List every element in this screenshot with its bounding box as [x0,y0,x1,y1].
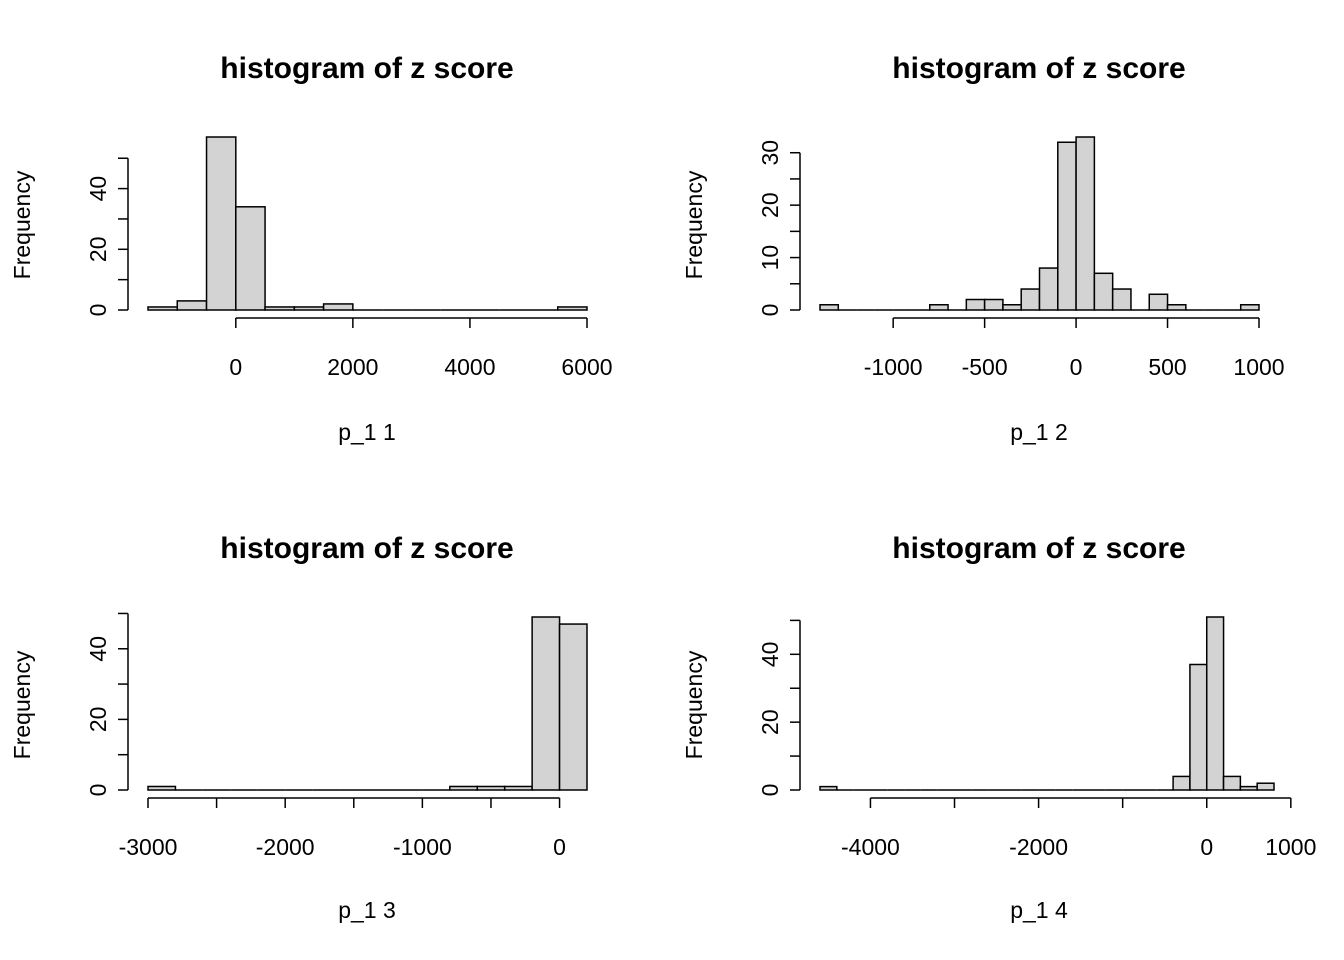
histogram-bar [1111,288,1132,311]
histogram-bar [1239,304,1260,311]
histogram-bar [1222,775,1242,791]
histogram-bar [503,785,533,791]
x-tick-label: -1000 [393,834,452,860]
histogram-bar [205,136,237,311]
y-tick-label: 40 [85,636,111,662]
x-tick-label: -2000 [1009,834,1068,860]
x-axis-label: p_1 2 [1010,419,1068,445]
x-tick-label: 500 [1148,354,1186,380]
x-tick-label: 0 [229,354,242,380]
x-axis-label: p_1 1 [338,419,396,445]
y-tick-label: 0 [85,784,111,797]
x-tick-label: 1000 [1233,354,1284,380]
histogram-bar [449,785,478,791]
histogram-bar [1256,782,1275,791]
histogram-bar [264,306,296,311]
histogram-bar [1189,663,1208,791]
x-tick-label: 0 [1200,834,1213,860]
histogram-bar [476,785,506,791]
chart-title: histogram of z score [892,532,1185,565]
y-tick-label: 40 [85,176,111,202]
histogram-bar [819,785,838,791]
x-tick-label: -4000 [841,834,900,860]
y-tick-label: 20 [85,237,111,263]
histogram-bar [558,623,588,791]
histogram-bar [983,298,1004,311]
histogram-bar [293,306,325,311]
histogram-bar [1057,141,1077,311]
x-axis-label: p_1 4 [1010,897,1068,923]
y-tick-label: 20 [757,709,783,735]
y-tick-label: 0 [757,304,783,317]
histogram-bar [1075,136,1096,311]
chart-title: histogram of z score [220,52,513,85]
y-axis-label: Frequency [9,170,35,279]
histogram-bar [1239,785,1258,791]
histogram-bar [147,306,179,311]
y-axis-label: Frequency [681,650,707,759]
chart-title: histogram of z score [892,52,1185,85]
histogram-bar [147,785,177,791]
histogram-panel-2: histogram of z score -1000 -500 0 500 1000 0 10… [681,52,1285,445]
histogram-bar [929,304,949,311]
histogram-bar [1093,272,1114,311]
chart-title: histogram of z score [220,532,513,565]
histogram-bar [819,304,840,311]
histogram-bar [965,298,986,311]
histogram-panel-3: histogram of z score -3000 -2000 -1000 0 0 20 4… [9,532,588,923]
histogram-bar [1038,267,1059,311]
histogram-panel-4: histogram of z score -4000 -2000 0 1000 0 20 40… [681,532,1316,923]
histogram-bar [1020,288,1041,311]
x-tick-label: -1000 [864,354,923,380]
x-tick-label: -3000 [119,834,178,860]
x-tick-label: 2000 [327,354,378,380]
x-tick-label: 0 [553,834,566,860]
histogram-bar [531,616,561,791]
y-tick-label: 0 [757,784,783,797]
x-tick-label: 1000 [1265,834,1316,860]
x-tick-label: 6000 [561,354,612,380]
histogram-bar [1148,293,1169,311]
histogram-bar [322,303,354,311]
histogram-bar [235,206,266,311]
y-tick-label: 10 [757,245,783,271]
y-tick-label: 40 [757,642,783,668]
histogram-bar [176,300,208,311]
histogram-bar [1166,304,1187,311]
x-tick-label: -500 [962,354,1008,380]
x-axis-label: p_1 3 [338,897,396,923]
y-axis-label: Frequency [9,650,35,759]
y-tick-label: 30 [757,140,783,166]
histogram-panel-1: histogram of z score 0 2000 4000 6000 0 20 40 p_… [9,52,613,445]
histogram-bar [1205,616,1225,791]
y-axis-label: Frequency [681,170,707,279]
x-tick-label: -2000 [256,834,315,860]
x-tick-label: 0 [1070,354,1083,380]
y-tick-label: 20 [757,192,783,218]
histogram-bar [1002,304,1022,311]
x-tick-label: 4000 [444,354,495,380]
histogram-bar [1172,775,1191,791]
y-tick-label: 20 [85,707,111,733]
histogram-bar [556,306,588,311]
y-tick-label: 0 [85,304,111,317]
